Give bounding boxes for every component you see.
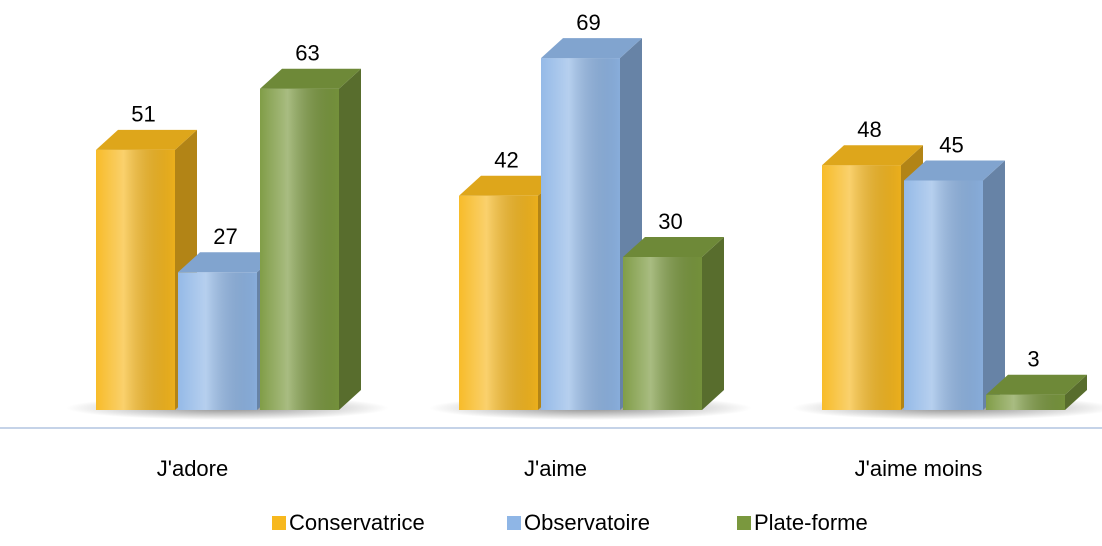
bar-top <box>904 160 1005 181</box>
bar-sheen <box>96 149 175 410</box>
bar-top <box>541 38 642 59</box>
bar-side <box>339 68 361 410</box>
bar-top <box>623 237 724 257</box>
bar-side <box>702 237 724 410</box>
data-label: 45 <box>939 132 963 157</box>
bar-top <box>459 175 560 196</box>
data-label: 69 <box>576 10 600 35</box>
data-label: 48 <box>857 117 881 142</box>
bar-sheen <box>178 272 257 410</box>
bar-sheen <box>623 257 702 410</box>
bar-sheen <box>822 165 901 410</box>
bar-top <box>986 374 1087 395</box>
x-tick-label: J'aime moins <box>855 456 983 481</box>
bar-sheen <box>541 58 620 410</box>
legend-label: Observatoire <box>524 510 650 535</box>
x-tick-label: J'adore <box>157 456 228 481</box>
bar-sheen <box>986 394 1065 410</box>
legend-swatch <box>272 516 286 530</box>
bar-sheen <box>904 180 983 410</box>
bar-side <box>983 160 1005 410</box>
legend-swatch <box>737 516 751 530</box>
bar-top <box>822 145 923 166</box>
bar-top <box>96 129 197 150</box>
data-label: 63 <box>295 41 319 66</box>
bar-sheen <box>459 195 538 410</box>
legend-swatch <box>507 516 521 530</box>
data-label: 51 <box>131 102 155 127</box>
x-tick-label: J'aime <box>524 456 587 481</box>
data-label: 42 <box>494 148 518 173</box>
data-label: 27 <box>213 224 237 249</box>
data-label: 3 <box>1027 347 1039 372</box>
legend-label: Conservatrice <box>289 510 425 535</box>
bar-top <box>260 68 361 89</box>
bar-side <box>1065 374 1087 410</box>
bar-sheen <box>260 88 339 410</box>
data-label: 30 <box>658 209 682 234</box>
legend-label: Plate-forme <box>754 510 868 535</box>
bar-top <box>178 252 279 273</box>
